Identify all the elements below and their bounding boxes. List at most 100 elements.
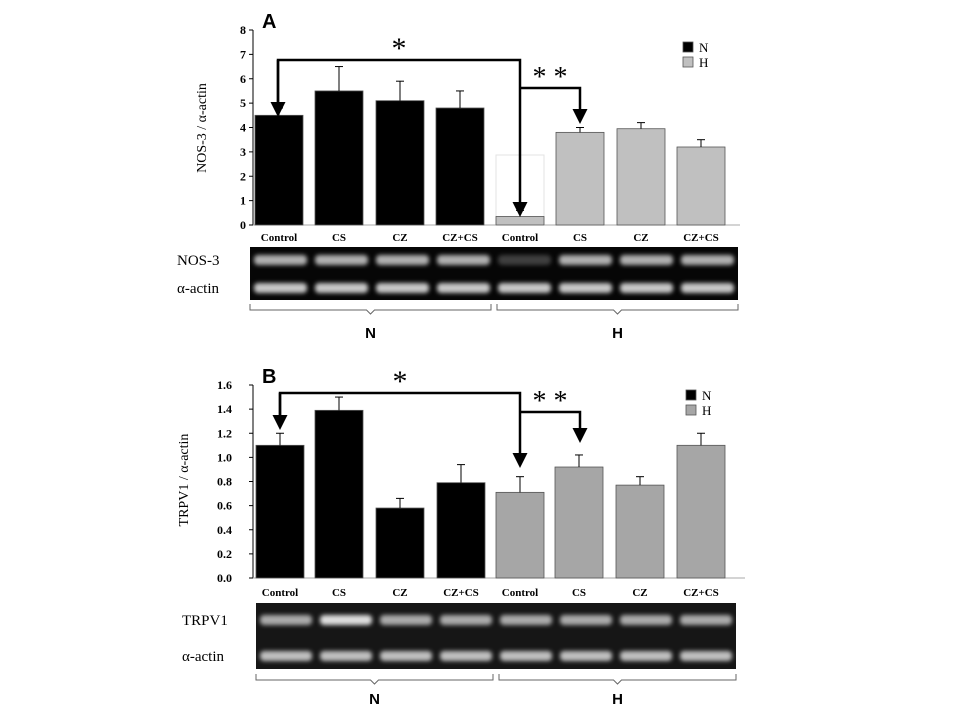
gel-band (500, 651, 552, 661)
chart-panel-b: B 0.0 0.2 0.4 0.6 0.8 1.0 1.2 1.4 1.6 TRPV1 / α-ac… (177, 365, 745, 708)
blot-label: α-actin (182, 649, 225, 665)
bar-h-7 (676, 146, 726, 226)
y-tick-label: 8 (240, 23, 246, 37)
category-label: Control (502, 587, 538, 599)
significance-bracket (520, 86, 588, 124)
gel-band (380, 615, 432, 625)
category-label: CZ+CS (442, 232, 478, 244)
y-tick-label: 0 (240, 218, 246, 232)
group-brace (255, 674, 494, 685)
y-tick-label: 0.2 (217, 547, 232, 561)
gel-band (380, 651, 432, 661)
bar-n-2 (375, 100, 425, 226)
gel-band (620, 651, 672, 661)
gel-band (376, 255, 429, 265)
gel-band (437, 255, 490, 265)
gel-band (498, 283, 551, 293)
y-tick-label: 5 (240, 96, 246, 110)
blot-label: α-actin (177, 281, 220, 297)
gel-band (620, 283, 673, 293)
annotation-double: * * (533, 62, 568, 93)
bar-h-5 (554, 466, 604, 579)
annotation-double: * * (533, 386, 568, 417)
gel-band (437, 283, 490, 293)
gel-band (260, 615, 312, 625)
category-label: CZ (632, 587, 647, 599)
y-tick-label: 7 (240, 47, 246, 61)
gel-band (254, 283, 307, 293)
legend-label: H (702, 403, 711, 418)
group-brace (249, 304, 492, 315)
y-tick-label: 3 (240, 145, 246, 159)
legend-swatch-h (685, 404, 697, 416)
bar-h-5 (555, 131, 605, 226)
category-label: CZ (392, 587, 407, 599)
category-label: CS (573, 232, 587, 244)
panel-letter: A (262, 11, 276, 33)
blot-label: TRPV1 (182, 613, 228, 629)
group-label: N (369, 691, 380, 708)
y-tick-label: 1.0 (217, 450, 232, 464)
gel-band (559, 255, 612, 265)
gel-band (440, 651, 492, 661)
y-tick-label: 0.0 (217, 571, 232, 585)
category-label: Control (261, 232, 297, 244)
category-label: CZ+CS (683, 587, 719, 599)
y-axis-label: NOS-3 / α-actin (195, 83, 210, 173)
gel-band (680, 615, 732, 625)
category-label: Control (502, 232, 538, 244)
gel-band (620, 615, 672, 625)
y-tick-label: 1.4 (217, 402, 232, 416)
bar-n-0 (254, 114, 304, 226)
y-tick-label: 1.6 (217, 378, 232, 392)
gel-band (254, 255, 307, 265)
annotation-single: * (393, 365, 408, 398)
y-tick-label: 1.2 (217, 426, 232, 440)
category-label: CZ (633, 232, 648, 244)
group-brace (498, 674, 737, 685)
gel-band (681, 255, 734, 265)
legend-swatch-n (682, 41, 694, 53)
bar-n-3 (435, 107, 485, 226)
category-label: CZ+CS (683, 232, 719, 244)
gel-band (320, 651, 372, 661)
category-label: CS (332, 587, 346, 599)
group-label: H (612, 691, 623, 708)
gel-band (560, 615, 612, 625)
bar-n-0 (255, 444, 305, 579)
group-label: N (365, 325, 376, 342)
gel-band (320, 615, 372, 625)
legend-label: N (702, 388, 712, 403)
bar-n-2 (375, 507, 425, 579)
gel-band (500, 615, 552, 625)
category-label: CZ (392, 232, 407, 244)
bar-h-7 (676, 444, 726, 579)
gel-band (315, 255, 368, 265)
gel-band (376, 283, 429, 293)
category-label: Control (262, 587, 298, 599)
gel-band (559, 283, 612, 293)
y-tick-label: 0.6 (217, 499, 232, 513)
bar-h-4 (495, 491, 545, 579)
annotation-single: * (392, 32, 407, 65)
gel-band (260, 651, 312, 661)
significance-bracket (520, 410, 588, 443)
legend-swatch-n (685, 389, 697, 401)
bar-h-6 (615, 484, 665, 579)
bar-n-1 (314, 409, 364, 579)
bar-n-3 (436, 482, 486, 579)
bar-h-6 (616, 128, 666, 226)
y-tick-label: 0.4 (217, 523, 232, 537)
gel-band (681, 283, 734, 293)
bar-h-4 (495, 216, 545, 226)
y-tick-label: 6 (240, 72, 246, 86)
category-label: CS (332, 232, 346, 244)
group-label: H (612, 325, 623, 342)
gel-band (315, 283, 368, 293)
category-label: CS (572, 587, 586, 599)
legend-swatch-h (682, 56, 694, 68)
bar-n-1 (314, 90, 364, 226)
y-axis-label: TRPV1 / α-actin (177, 434, 192, 527)
group-brace (496, 304, 739, 315)
